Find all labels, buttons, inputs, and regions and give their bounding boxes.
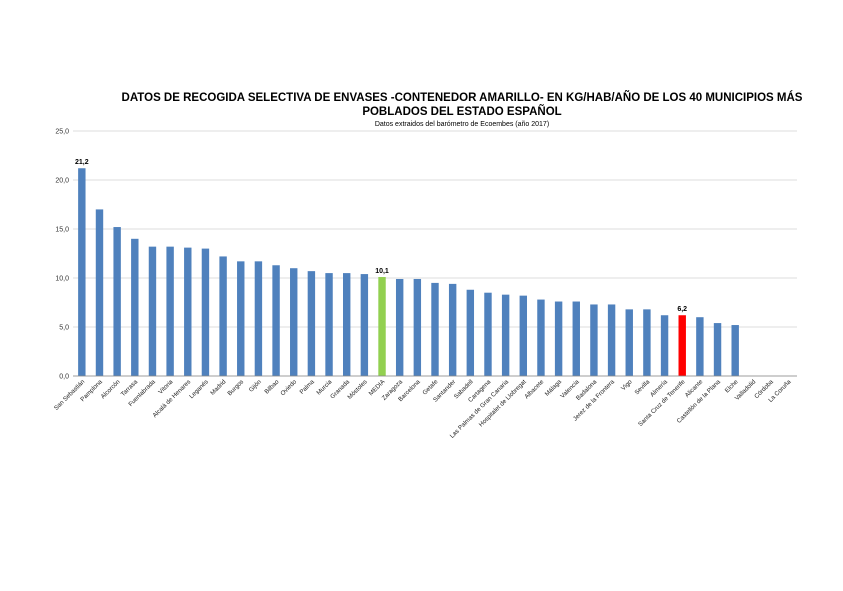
bar [501,294,510,376]
bar [360,274,369,376]
x-tick-label: Bilbao [263,378,281,396]
bar [378,277,386,376]
y-tick-label: 15,0 [55,227,69,234]
x-tick-label: Vigo [620,378,634,392]
bar [219,256,227,376]
chart-title-line1: DATOS DE RECOGIDA SELECTIVA DE ENVASES -… [122,91,803,104]
bar [537,299,545,376]
bar [290,268,298,376]
bars [78,168,739,376]
x-tick-label: Leganés [188,378,210,400]
bar [325,273,333,376]
x-tick-label: Gijón [248,378,264,394]
bar [413,278,422,376]
bar [519,295,528,376]
bar [643,309,651,376]
bar [572,301,580,376]
x-tick-label: Oviedo [279,378,298,397]
bar [731,325,739,376]
chart-title-line2: POBLADOS DEL ESTADO ESPAÑOL [362,105,561,118]
x-tick-label: Alcorcón [100,378,122,400]
chart-subtitle: Datos extraidos del barómetro de Ecoembe… [375,121,549,128]
bar [696,317,704,376]
bar [466,289,475,376]
bar [307,271,316,376]
bar [272,265,280,376]
x-tick-label: Albacete [523,378,545,400]
bar [342,273,351,376]
y-tick-label: 0,0 [59,374,69,381]
bar [131,238,139,376]
bar [395,278,404,376]
bar [678,315,686,376]
x-tick-label: Móstoles [346,378,368,400]
bar [554,301,563,376]
data-labels: 21,2 10,1 6,2 [75,159,687,313]
bar [484,292,492,376]
bar [113,227,121,376]
data-label: 6,2 [677,306,687,313]
bar [607,304,616,376]
y-tick-label: 10,0 [55,276,69,283]
bar [78,168,86,376]
bar [254,261,263,376]
x-axis-labels: San SebastiánPamplonaAlcorcónTarrasaFuen… [53,378,793,440]
bar [625,309,633,376]
bar [95,209,104,376]
y-tick-label: 20,0 [55,178,69,185]
bar [713,323,722,376]
bar [201,248,210,376]
bar [660,315,669,376]
data-label: 21,2 [75,159,89,166]
y-axis-ticks: 0,0 5,0 10,0 15,0 20,0 25,0 [55,129,69,381]
bar [237,261,245,376]
bar [590,304,598,376]
bar [148,246,157,376]
x-tick-label: Burgos [226,378,245,397]
bar [448,283,457,376]
x-tick-label: Palma [298,378,316,396]
y-tick-label: 5,0 [59,325,69,332]
bar [431,282,439,376]
data-label: 10,1 [375,268,389,275]
x-tick-label: Madrid [209,378,228,397]
bar [184,247,192,376]
bar [166,246,174,376]
y-tick-label: 25,0 [55,129,69,136]
